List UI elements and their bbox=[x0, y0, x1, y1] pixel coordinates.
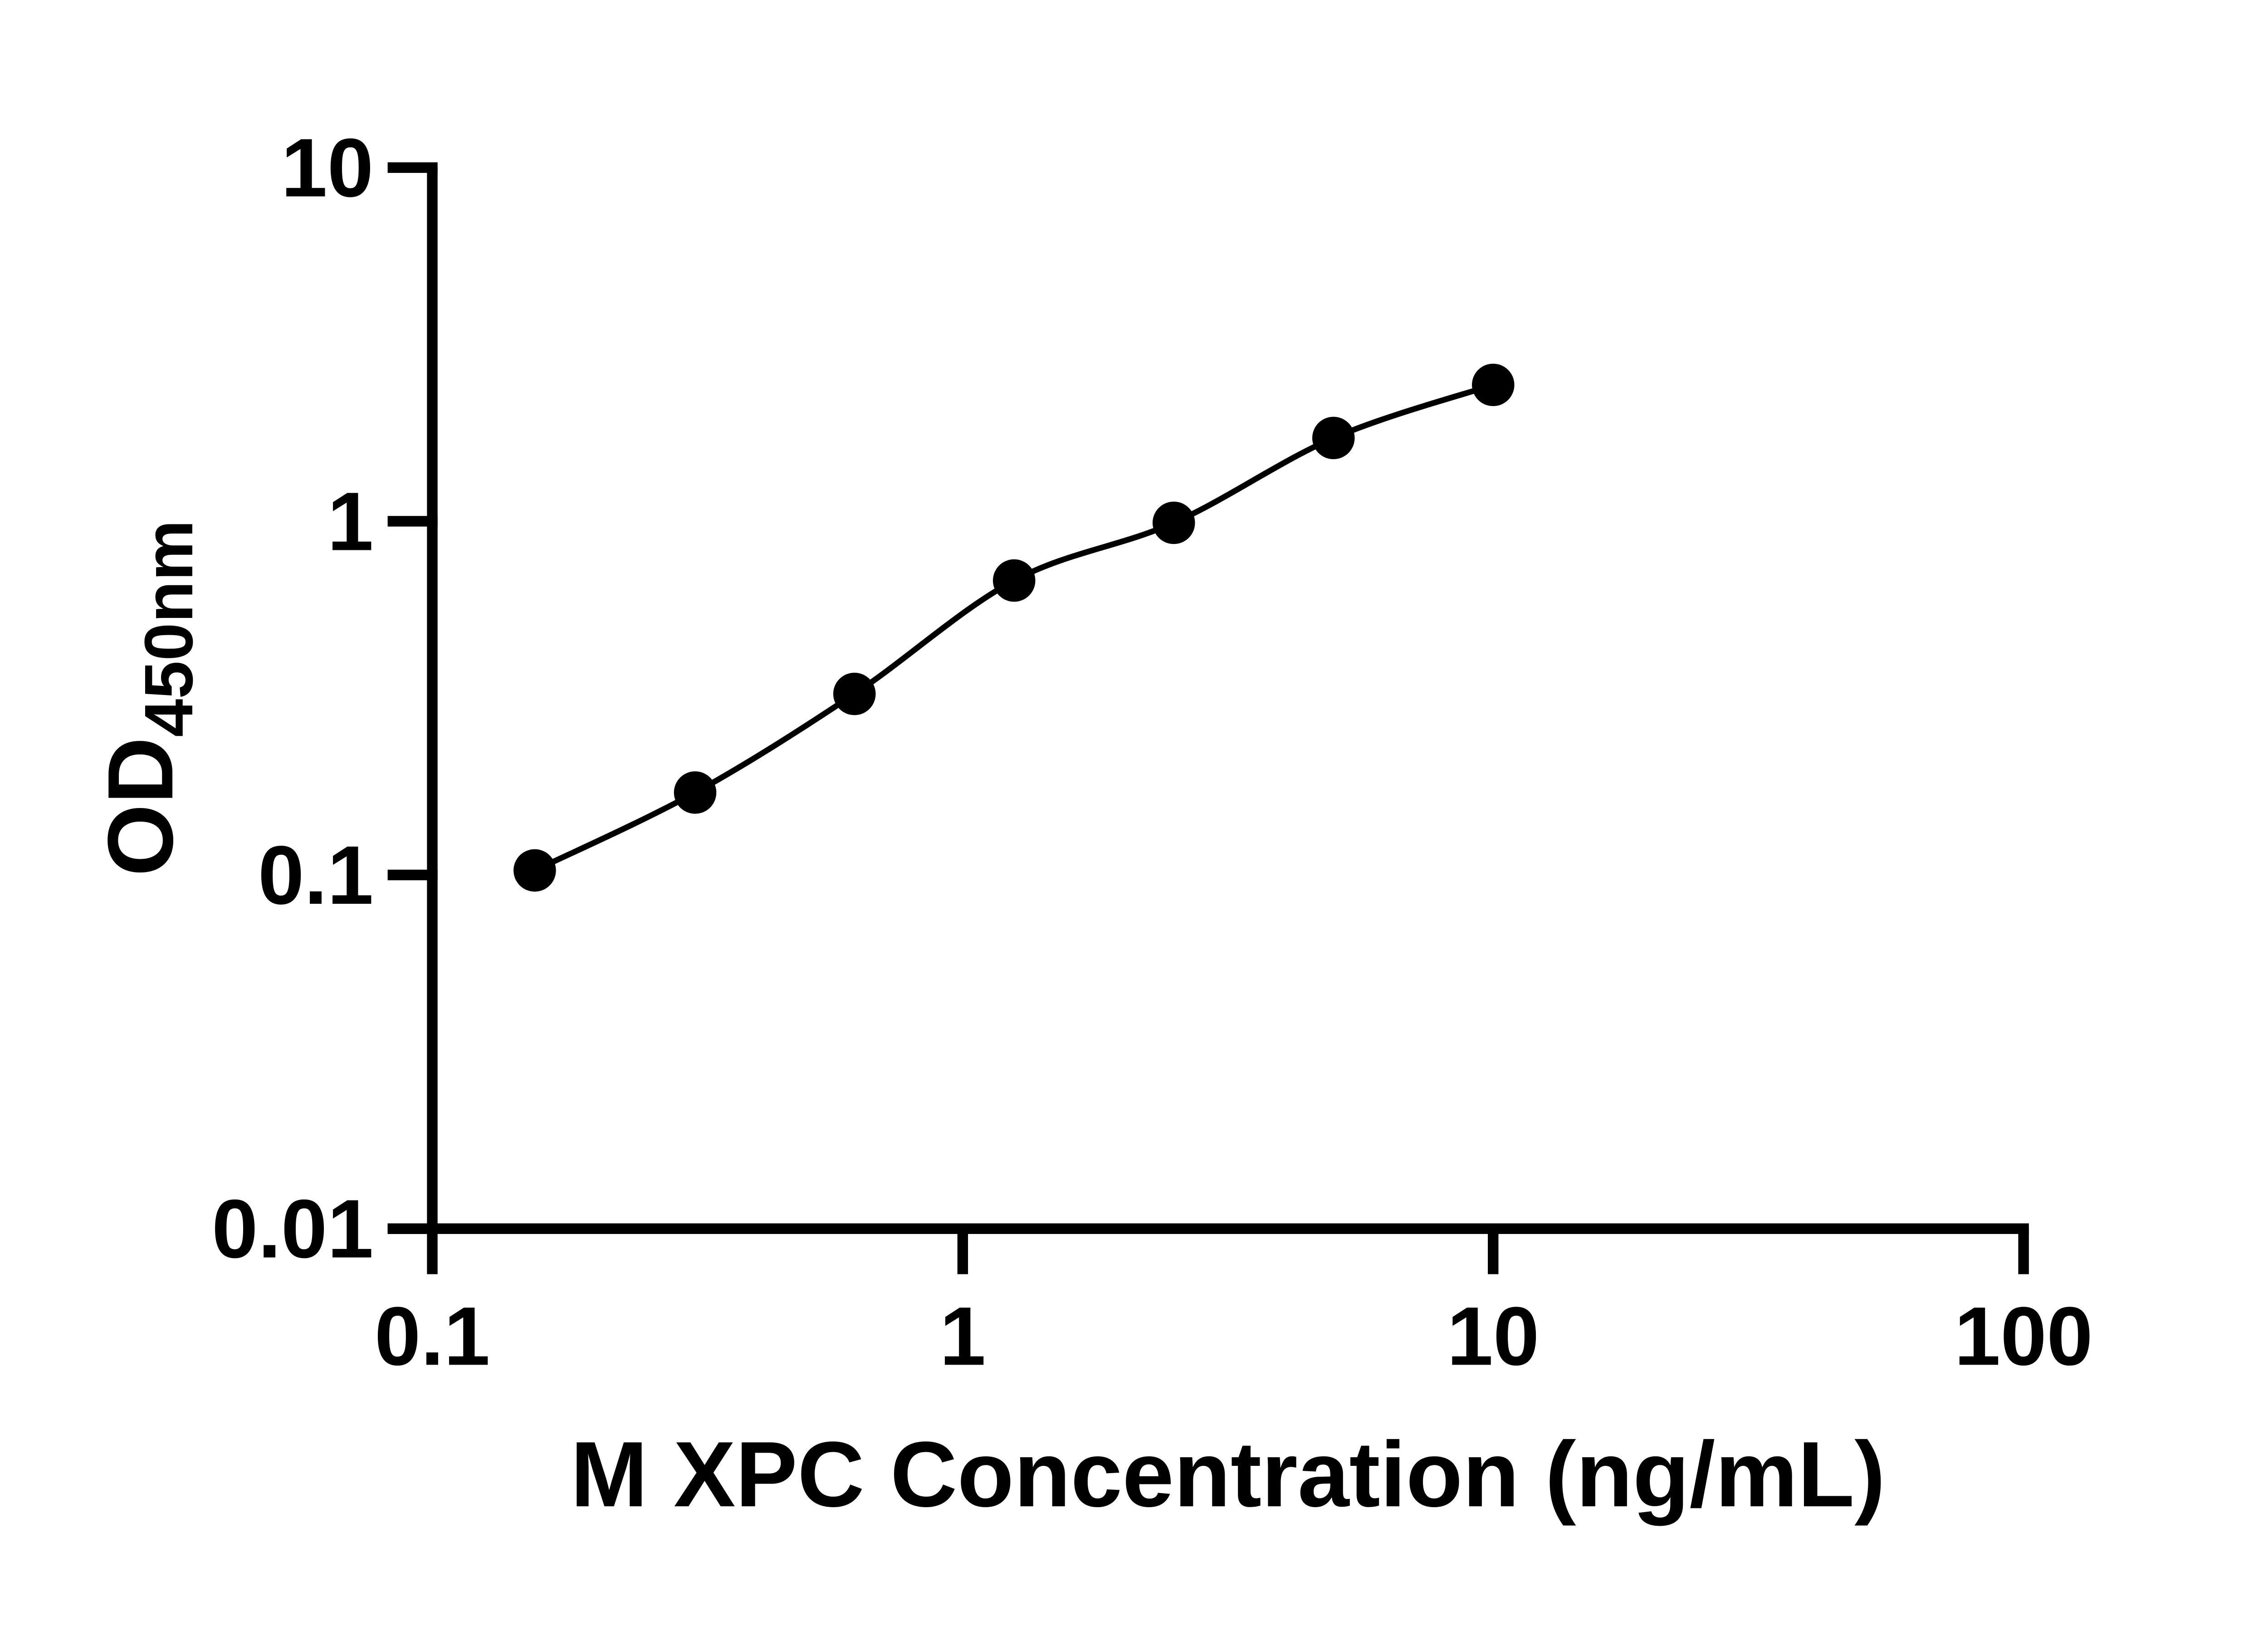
y-tick-label-10: 10 bbox=[281, 121, 374, 214]
x-tick-label-100: 100 bbox=[1954, 1289, 2093, 1382]
x-tick-label-0.1: 0.1 bbox=[375, 1289, 490, 1382]
y-tick-label-0.01: 0.01 bbox=[212, 1182, 374, 1275]
data-point-6 bbox=[1312, 416, 1355, 460]
x-tick-label-10: 10 bbox=[1447, 1289, 1540, 1382]
data-point-5 bbox=[1152, 501, 1195, 544]
x-axis-title: M XPC Concentration (ng/mL) bbox=[571, 1423, 1886, 1526]
y-axis-title-main: OD bbox=[89, 737, 192, 877]
x-tick-label-1: 1 bbox=[939, 1289, 986, 1382]
y-tick-label-1: 1 bbox=[327, 475, 374, 568]
data-point-4 bbox=[992, 559, 1036, 602]
y-axis-title-subscript: 450nm bbox=[131, 520, 207, 737]
y-axis-title: OD450nm bbox=[89, 520, 207, 876]
y-tick-label-0.1: 0.1 bbox=[258, 828, 374, 921]
data-point-7 bbox=[1471, 363, 1515, 407]
data-point-2 bbox=[674, 771, 717, 814]
data-point-1 bbox=[513, 849, 556, 892]
data-point-3 bbox=[833, 672, 876, 715]
